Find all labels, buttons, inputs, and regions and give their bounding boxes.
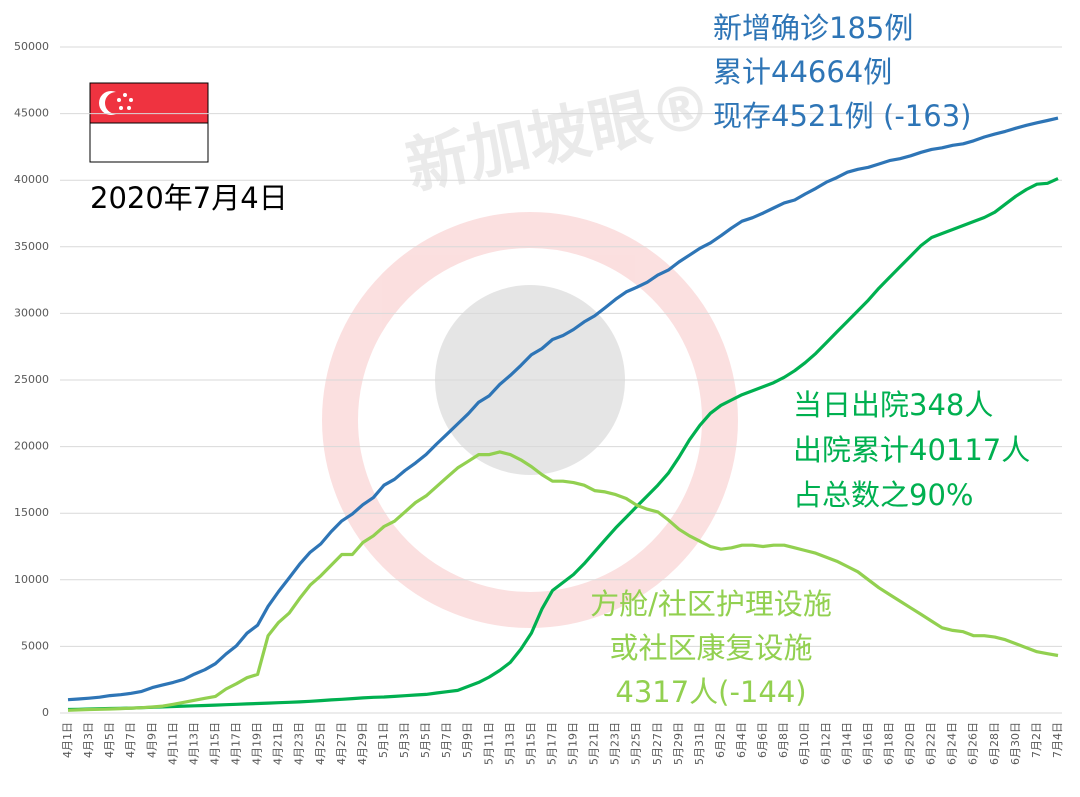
annotation: 当日出院348人 (793, 388, 993, 422)
x-tick-label: 5月7日 (440, 722, 453, 758)
annotation: 2020年7月4日 (90, 181, 288, 215)
annotation: 出院累计40117人 (793, 433, 1030, 467)
x-tick-label: 6月12日 (819, 722, 832, 765)
x-tick-label: 5月25日 (630, 722, 643, 765)
annotation: 占总数之90% (793, 478, 973, 512)
x-tick-label: 5月11日 (482, 722, 495, 765)
x-tick-label: 7月2日 (1030, 722, 1043, 758)
annotation: 累计44664例 (713, 55, 892, 89)
x-tick-label: 6月18日 (882, 722, 895, 765)
x-tick-label: 6月26日 (967, 722, 980, 765)
x-tick-label: 4月21日 (272, 722, 285, 765)
y-tick-label: 25000 (14, 373, 49, 386)
x-tick-label: 5月27日 (651, 722, 664, 765)
x-tick-label: 5月9日 (461, 722, 474, 758)
x-tick-label: 6月24日 (946, 722, 959, 765)
x-tick-label: 4月15日 (208, 722, 221, 765)
x-tick-label: 7月4日 (1051, 722, 1064, 758)
x-tick-label: 6月20日 (904, 722, 917, 765)
y-tick-label: 5000 (21, 639, 49, 652)
x-tick-label: 6月14日 (840, 722, 853, 765)
x-tick-label: 5月1日 (377, 722, 390, 758)
x-tick-label: 4月7日 (124, 722, 137, 758)
x-tick-label: 6月16日 (861, 722, 874, 765)
y-tick-label: 35000 (14, 240, 49, 253)
x-tick-label: 6月28日 (988, 722, 1001, 765)
x-tick-label: 6月8日 (777, 722, 790, 758)
x-tick-label: 6月30日 (1009, 722, 1022, 765)
x-tick-label: 6月10日 (798, 722, 811, 765)
x-tick-label: 6月4日 (735, 722, 748, 758)
x-tick-label: 6月2日 (714, 722, 727, 758)
annotation: 或社区康复设施 (609, 631, 812, 665)
flag (89, 82, 209, 163)
x-tick-label: 4月17日 (230, 722, 243, 765)
y-tick-label: 40000 (14, 173, 49, 186)
y-tick-label: 10000 (14, 573, 49, 586)
annotation: 方舱/社区护理设施 (590, 587, 832, 621)
x-tick-label: 4月9日 (145, 722, 158, 758)
x-tick-label: 5月23日 (609, 722, 622, 765)
x-tick-label: 4月5日 (103, 722, 116, 758)
x-tick-label: 4月29日 (356, 722, 369, 765)
x-tick-label: 4月23日 (293, 722, 306, 765)
series-line (67, 450, 1059, 712)
y-tick-label: 30000 (14, 306, 49, 319)
y-tick-label: 20000 (14, 440, 49, 453)
x-tick-label: 4月3日 (82, 722, 95, 758)
y-tick-label: 45000 (14, 107, 49, 120)
y-tick-label: 0 (42, 706, 49, 719)
x-tick-label: 4月25日 (314, 722, 327, 765)
annotation: 4317人(-144) (615, 675, 806, 709)
x-tick-label: 5月19日 (567, 722, 580, 765)
x-tick-label: 5月17日 (545, 722, 558, 765)
y-tick-label: 15000 (14, 506, 49, 519)
series-line (67, 116, 1059, 702)
x-tick-label: 6月22日 (925, 722, 938, 765)
x-tick-label: 5月15日 (524, 722, 537, 765)
x-tick-label: 5月13日 (503, 722, 516, 765)
x-tick-label: 5月5日 (419, 722, 432, 758)
annotation: 现存4521例 (-163) (713, 99, 971, 133)
y-tick-label: 50000 (14, 40, 49, 53)
x-tick-label: 6月6日 (756, 722, 769, 758)
watermark-text: 新加坡眼® (400, 68, 718, 204)
x-tick-label: 4月11日 (166, 722, 179, 765)
x-tick-label: 5月3日 (398, 722, 411, 758)
annotation: 新增确诊185例 (713, 11, 913, 45)
x-tick-label: 5月31日 (693, 722, 706, 765)
x-tick-label: 4月1日 (61, 722, 74, 758)
x-tick-label: 5月21日 (588, 722, 601, 765)
x-tick-label: 4月13日 (187, 722, 200, 765)
x-tick-label: 4月27日 (335, 722, 348, 765)
x-tick-label: 4月19日 (251, 722, 264, 765)
watermark-logo (322, 212, 738, 628)
series-line (67, 177, 1059, 712)
x-tick-label: 5月29日 (672, 722, 685, 765)
